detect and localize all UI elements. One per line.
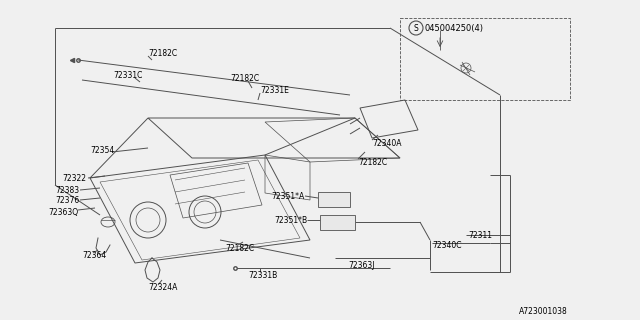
Text: 72322: 72322: [62, 173, 86, 182]
Text: 72182C: 72182C: [230, 74, 259, 83]
Text: 72351*A: 72351*A: [272, 191, 305, 201]
Text: 72340C: 72340C: [432, 241, 461, 250]
Text: 72331E: 72331E: [260, 85, 289, 94]
Text: 72331B: 72331B: [248, 270, 277, 279]
Text: 72182C: 72182C: [148, 49, 177, 58]
Text: 72363Q: 72363Q: [48, 207, 78, 217]
Text: 72363J: 72363J: [348, 260, 374, 269]
Text: S: S: [413, 23, 419, 33]
FancyBboxPatch shape: [318, 192, 350, 207]
Text: 72376: 72376: [55, 196, 79, 204]
Text: 72311: 72311: [468, 230, 492, 239]
Text: 72354: 72354: [90, 146, 115, 155]
Text: 72364: 72364: [82, 251, 106, 260]
Text: 72383: 72383: [55, 186, 79, 195]
Text: 72182C: 72182C: [225, 244, 254, 252]
Text: 72331C: 72331C: [113, 70, 142, 79]
Text: 045004250(4): 045004250(4): [424, 23, 483, 33]
Text: 72324A: 72324A: [148, 284, 177, 292]
FancyBboxPatch shape: [320, 215, 355, 230]
Text: A723001038: A723001038: [519, 308, 568, 316]
Text: 72182C: 72182C: [358, 157, 387, 166]
Text: 72351*B: 72351*B: [274, 215, 307, 225]
Text: 72340A: 72340A: [372, 139, 401, 148]
